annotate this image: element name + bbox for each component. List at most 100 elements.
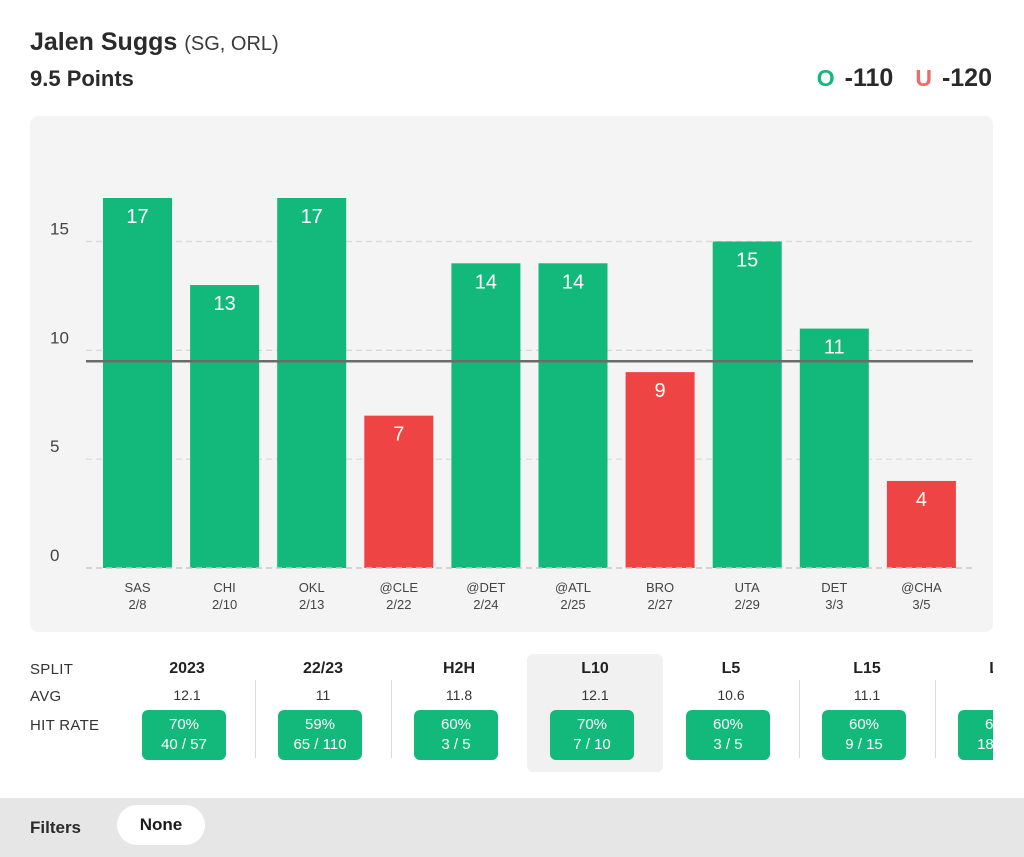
x-tick-date: 2/22 [386, 597, 411, 612]
x-tick-opponent: @ATL [555, 580, 591, 595]
x-tick-opponent: BRO [646, 580, 674, 595]
split-column-2023[interactable]: 2023 12.1 70% 40 / 57 [119, 654, 255, 772]
bar[interactable] [103, 198, 172, 568]
hit-rate-record: 9 / 15 [845, 736, 883, 753]
x-tick-date: 2/8 [128, 597, 146, 612]
bar-value-label: 7 [393, 424, 404, 446]
hit-rate-badge: 60% 9 / 15 [822, 710, 906, 760]
split-column-l5[interactable]: L5 10.6 60% 3 / 5 [663, 654, 799, 772]
split-avg: 11.8 [445, 687, 473, 703]
bar-value-label: 9 [655, 380, 666, 402]
bar-value-label: 13 [213, 293, 235, 315]
player-name-text: Jalen Suggs [30, 28, 178, 56]
x-tick-opponent: CHI [213, 580, 235, 595]
split-name: L10 [581, 660, 609, 677]
hit-rate-percent: 70% [576, 716, 608, 733]
avg-label: AVG [30, 688, 62, 705]
x-tick-opponent: @CLE [380, 580, 419, 595]
x-tick-date: 2/27 [647, 597, 672, 612]
split-avg: 12.1 [173, 687, 201, 703]
bar[interactable] [799, 328, 869, 568]
under-odds-value: -120 [941, 64, 992, 92]
bar[interactable] [190, 285, 260, 568]
split-column-l15[interactable]: L15 11.1 60% 9 / 15 [799, 654, 935, 772]
x-tick-opponent: OKL [299, 580, 325, 595]
hit-rate-record: 40 / 57 [161, 736, 207, 753]
bar[interactable] [451, 263, 521, 568]
hit-rate-badge: 60% 3 / 5 [686, 710, 770, 760]
y-tick-label: 10 [50, 328, 69, 347]
split-avg: 11 [315, 687, 331, 703]
hit-rate-badge: 70% 7 / 10 [550, 710, 634, 760]
x-tick-opponent: SAS [124, 580, 150, 595]
split-avg: 11 [935, 687, 993, 703]
hit-rate-badge: 60% 3 / 5 [414, 710, 498, 760]
bar-value-label: 14 [475, 271, 497, 293]
over-odds-value: -110 [844, 64, 894, 92]
hit-rate-percent: 70% [168, 716, 200, 733]
split-name: L20 [935, 660, 993, 678]
hit-rate-record: 18 / 30 [977, 736, 993, 753]
under-icon: U [915, 65, 932, 91]
x-tick-date: 2/24 [473, 597, 498, 612]
x-tick-date: 3/3 [825, 597, 843, 612]
bar[interactable] [538, 263, 608, 568]
hit-rate-label: HIT RATE [30, 717, 100, 734]
hit-rate-percent: 60% [848, 716, 880, 733]
bar[interactable] [364, 415, 434, 568]
bar[interactable] [886, 480, 956, 568]
hit-rate-percent: 60% [712, 716, 744, 733]
split-divider [391, 680, 392, 758]
split-name: 22/23 [302, 660, 344, 677]
bar[interactable] [625, 372, 695, 568]
split-divider [255, 680, 256, 758]
x-tick-date: 2/10 [212, 597, 237, 612]
y-tick-label: 5 [50, 437, 59, 456]
bar-chart: 0 5 10 15 17 SAS 2/8 13 CHI 2/10 17 OKL 2/13 7 @CLE 2/2… [50, 198, 973, 612]
filter-none-button[interactable]: None [117, 805, 205, 845]
split-name: 2023 [169, 660, 205, 677]
x-tick-date: 2/29 [735, 597, 760, 612]
bar[interactable] [712, 241, 782, 568]
over-odds-button[interactable]: O -110 [817, 64, 894, 93]
split-avg: 12.1 [581, 687, 609, 703]
split-avg: 10.6 [717, 687, 745, 703]
odds-group: O -110 U -120 [795, 64, 992, 93]
header: Jalen Suggs (SG, ORL) 9.5 Points O -110 … [30, 28, 992, 98]
split-label: SPLIT [30, 661, 74, 678]
x-tick-opponent: @DET [466, 580, 505, 595]
bar-value-label: 17 [301, 206, 323, 228]
splits-table: SPLIT AVG HIT RATE 2023 12.1 70% 40 / 57 22/… [30, 654, 993, 774]
split-name: H2H [442, 660, 475, 677]
split-name: L15 [853, 660, 881, 677]
x-tick-date: 2/13 [299, 597, 324, 612]
x-tick-date: 3/5 [912, 597, 930, 612]
filters-bar: Filters None [0, 798, 1024, 857]
filters-label: Filters [30, 818, 82, 837]
bar-value-label: 14 [562, 271, 584, 293]
hit-rate-record: 7 / 10 [573, 736, 611, 753]
hit-rate-percent: 60% [984, 716, 993, 733]
split-name: L5 [721, 660, 741, 677]
bar[interactable] [277, 198, 347, 568]
hit-rate-percent: 59% [304, 716, 336, 733]
y-tick-label: 0 [50, 546, 59, 565]
hit-rate-percent: 60% [440, 716, 472, 733]
hit-rate-badge: 59% 65 / 110 [278, 710, 362, 760]
x-tick-date: 2/25 [560, 597, 585, 612]
split-column-22-23[interactable]: 22/23 11 59% 65 / 110 [255, 654, 391, 772]
split-column-h2h[interactable]: H2H 11.8 60% 3 / 5 [391, 654, 527, 772]
split-column-l10[interactable]: L10 12.1 70% 7 / 10 [527, 654, 663, 772]
x-tick-opponent: UTA [735, 580, 760, 595]
bar-value-label: 17 [126, 206, 148, 228]
bar-value-label: 4 [916, 489, 927, 511]
player-team: (SG, ORL) [184, 33, 279, 55]
hit-rate-badge: 60% 18 / 30 [958, 710, 993, 760]
split-divider [935, 680, 936, 758]
split-column-l20[interactable]: L20 11 60% 18 / 30 [935, 654, 993, 772]
under-odds-button[interactable]: U -120 [915, 64, 992, 93]
split-divider [799, 680, 800, 758]
chart-panel: 0 5 10 15 17 SAS 2/8 13 CHI 2/10 17 OKL 2/13 7 @CLE 2/2… [30, 116, 993, 632]
x-tick-opponent: DET [821, 580, 847, 595]
x-tick-opponent: @CHA [901, 580, 942, 595]
